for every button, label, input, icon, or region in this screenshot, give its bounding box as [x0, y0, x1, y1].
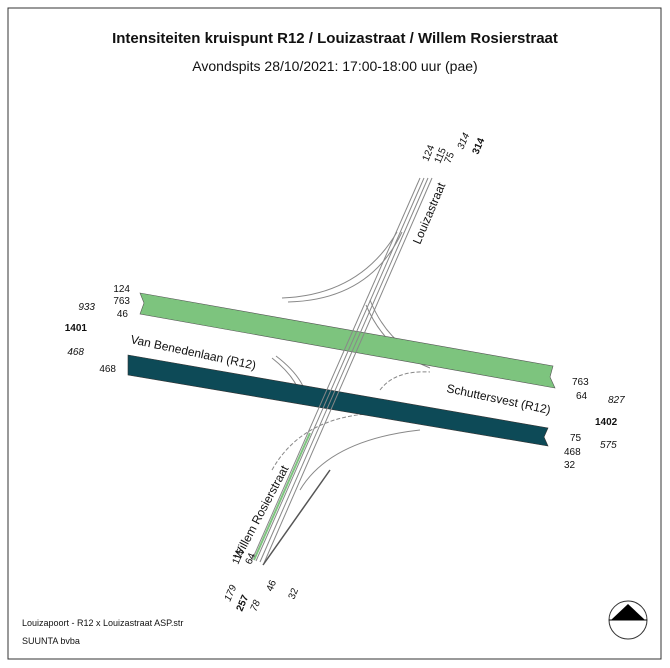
flow-label: 468: [67, 347, 84, 358]
road-name: Willem Rosierstraat: [230, 462, 292, 561]
flow-label: 78: [249, 598, 264, 613]
compass: [608, 600, 648, 640]
flow-label: 46: [117, 309, 129, 320]
road-name: Schuttersvest (R12): [445, 381, 552, 417]
flow-label: 32: [287, 586, 302, 601]
flow-label: 75: [443, 150, 458, 165]
flow-label: 46: [265, 578, 280, 593]
flow-label: 468: [564, 447, 581, 458]
flow-label: 575: [600, 440, 617, 451]
flow-label: 763: [113, 296, 130, 307]
footer-text: Louizapoort - R12 x Louizastraat ASP.str: [22, 618, 183, 628]
flow-label: 468: [99, 364, 116, 375]
flow-label: 179: [223, 583, 240, 603]
flow-total: 257: [235, 593, 252, 613]
west-east-band: [139, 292, 556, 389]
flow-total: 1401: [65, 323, 88, 334]
flow-label: 64: [244, 551, 259, 566]
flow-label: 124: [113, 284, 130, 295]
title: Intensiteiten kruispunt R12 / Louizastra…: [112, 30, 558, 47]
flow-label: 314: [456, 131, 473, 151]
flow-total: 314: [471, 136, 488, 156]
subtitle: Avondspits 28/10/2021: 17:00-18:00 uur (…: [192, 58, 477, 74]
flow-label: 75: [570, 433, 582, 444]
flow-label: 32: [564, 460, 576, 471]
flow-label: 827: [608, 395, 625, 406]
north-south-lines: [251, 177, 433, 566]
frame: [7, 7, 662, 660]
road-name: Louizastraat: [410, 180, 449, 246]
flow-label: 933: [78, 302, 95, 313]
flow-label: 64: [576, 391, 588, 402]
flow-label: 763: [572, 377, 589, 388]
flow-total: 1402: [595, 417, 618, 428]
east-west-band: [127, 354, 549, 447]
footer-text: SUUNTA bvba: [22, 636, 80, 646]
